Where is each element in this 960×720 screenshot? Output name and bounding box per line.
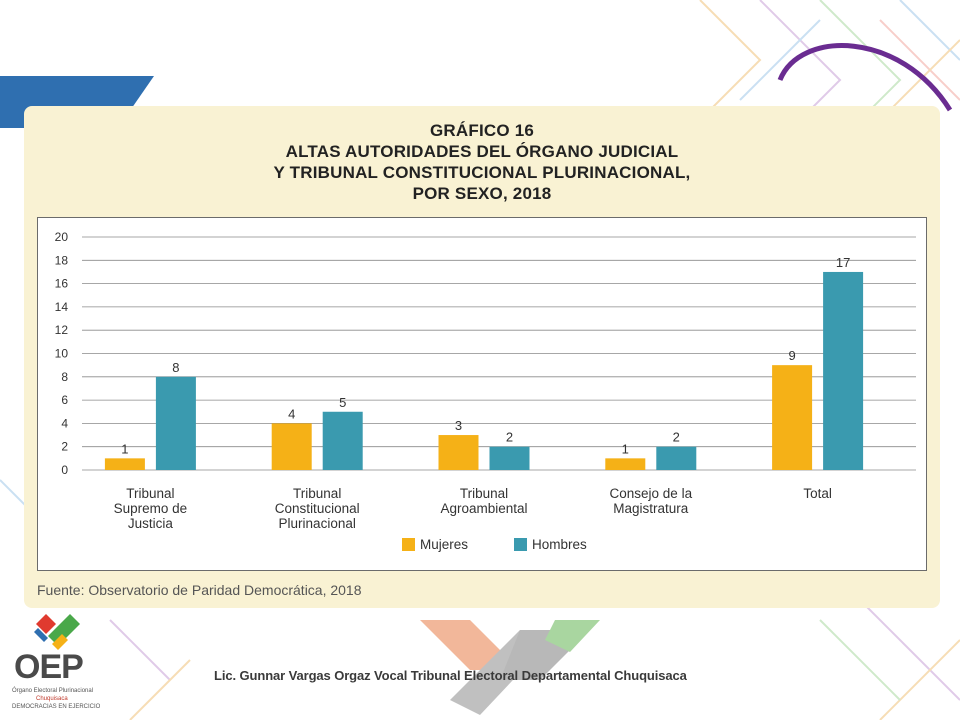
x-category-label: Justicia <box>128 516 174 531</box>
bar-mujeres <box>772 365 813 470</box>
title-line: Y TRIBUNAL CONSTITUCIONAL PLURINACIONAL, <box>273 163 691 182</box>
bar-hombres <box>155 376 196 470</box>
y-tick-label: 20 <box>55 230 69 244</box>
y-tick-label: 4 <box>61 416 68 430</box>
y-tick-label: 16 <box>55 277 69 291</box>
y-tick-label: 18 <box>55 253 69 267</box>
bar-mujeres <box>605 458 646 470</box>
bar-hombres <box>656 446 697 470</box>
x-category-label: Plurinacional <box>279 516 356 531</box>
bar-mujeres <box>104 458 145 470</box>
data-label: 17 <box>836 255 850 270</box>
x-category-label: Magistratura <box>613 501 689 516</box>
x-category-label: Total <box>803 486 832 501</box>
source-note: Fuente: Observatorio de Paridad Democrát… <box>37 582 362 598</box>
legend-label-mujeres: Mujeres <box>420 537 468 552</box>
y-tick-label: 6 <box>61 393 68 407</box>
legend-label-hombres: Hombres <box>532 537 587 552</box>
logo-wordmark: OEP <box>14 648 84 686</box>
legend-swatch-hombres <box>514 538 527 551</box>
chart-title: GRÁFICO 16 ALTAS AUTORIDADES DEL ÓRGANO … <box>24 120 940 204</box>
data-label: 9 <box>788 348 795 363</box>
logo-region: Chuquisaca <box>36 696 68 702</box>
logo-tagline: DEMOCRACIAS EN EJERCICIO <box>12 704 101 710</box>
bar-mujeres <box>438 435 479 470</box>
legend-swatch-mujeres <box>402 538 415 551</box>
x-category-label: Constitucional <box>275 501 360 516</box>
title-line: ALTAS AUTORIDADES DEL ÓRGANO JUDICIAL <box>285 142 679 161</box>
title-line: GRÁFICO 16 <box>429 121 535 140</box>
y-tick-label: 14 <box>55 300 69 314</box>
title-line: POR SEXO, 2018 <box>412 184 552 203</box>
bar-hombres <box>322 411 363 470</box>
y-tick-label: 0 <box>61 463 68 477</box>
data-label: 3 <box>455 418 462 433</box>
x-category-label: Consejo de la <box>610 486 693 501</box>
y-tick-label: 10 <box>55 347 69 361</box>
x-category-label: Tribunal <box>126 486 174 501</box>
x-category-label: Supremo de <box>114 501 188 516</box>
bar-mujeres <box>271 423 312 470</box>
bar-hombres <box>489 446 530 470</box>
data-label: 1 <box>622 441 629 456</box>
footer-credit: Lic. Gunnar Vargas Orgaz Vocal Tribunal … <box>214 668 687 683</box>
data-label: 4 <box>288 406 295 421</box>
x-category-label: Tribunal <box>460 486 508 501</box>
y-tick-label: 12 <box>55 323 69 337</box>
x-category-label: Agroambiental <box>440 501 527 516</box>
data-label: 2 <box>673 430 680 445</box>
x-category-label: Tribunal <box>293 486 341 501</box>
chart-area: 0 2 4 6 8 10 12 14 16 18 20 1 8 Tribunal Supremo de Jus… <box>37 217 927 571</box>
data-label: 8 <box>172 360 179 375</box>
y-tick-label: 8 <box>61 370 68 384</box>
data-label: 1 <box>121 441 128 456</box>
data-label: 5 <box>339 395 346 410</box>
y-tick-label: 2 <box>61 440 68 454</box>
oep-logo-mark <box>34 614 80 650</box>
data-label: 2 <box>506 430 513 445</box>
bar-hombres <box>823 271 864 470</box>
logo-subtitle: Órgano Electoral Plurinacional <box>12 688 94 694</box>
